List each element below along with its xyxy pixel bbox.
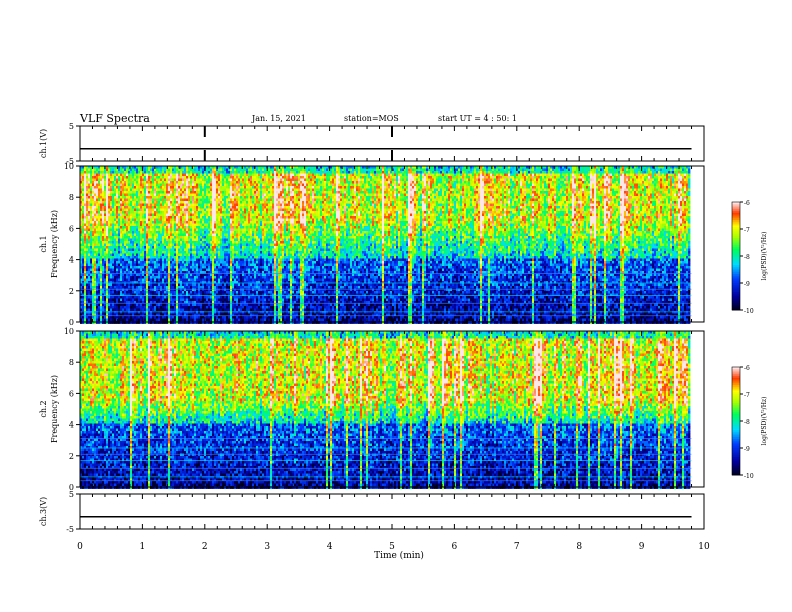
ch1-voltage-ytick-label: 5 bbox=[69, 122, 74, 131]
ch1-spectrogram-cells bbox=[80, 166, 690, 324]
ch1-voltage-panel: 5-5ch.1(V) bbox=[39, 122, 704, 166]
ch1-voltage-ylabel: ch.1(V) bbox=[39, 129, 48, 158]
